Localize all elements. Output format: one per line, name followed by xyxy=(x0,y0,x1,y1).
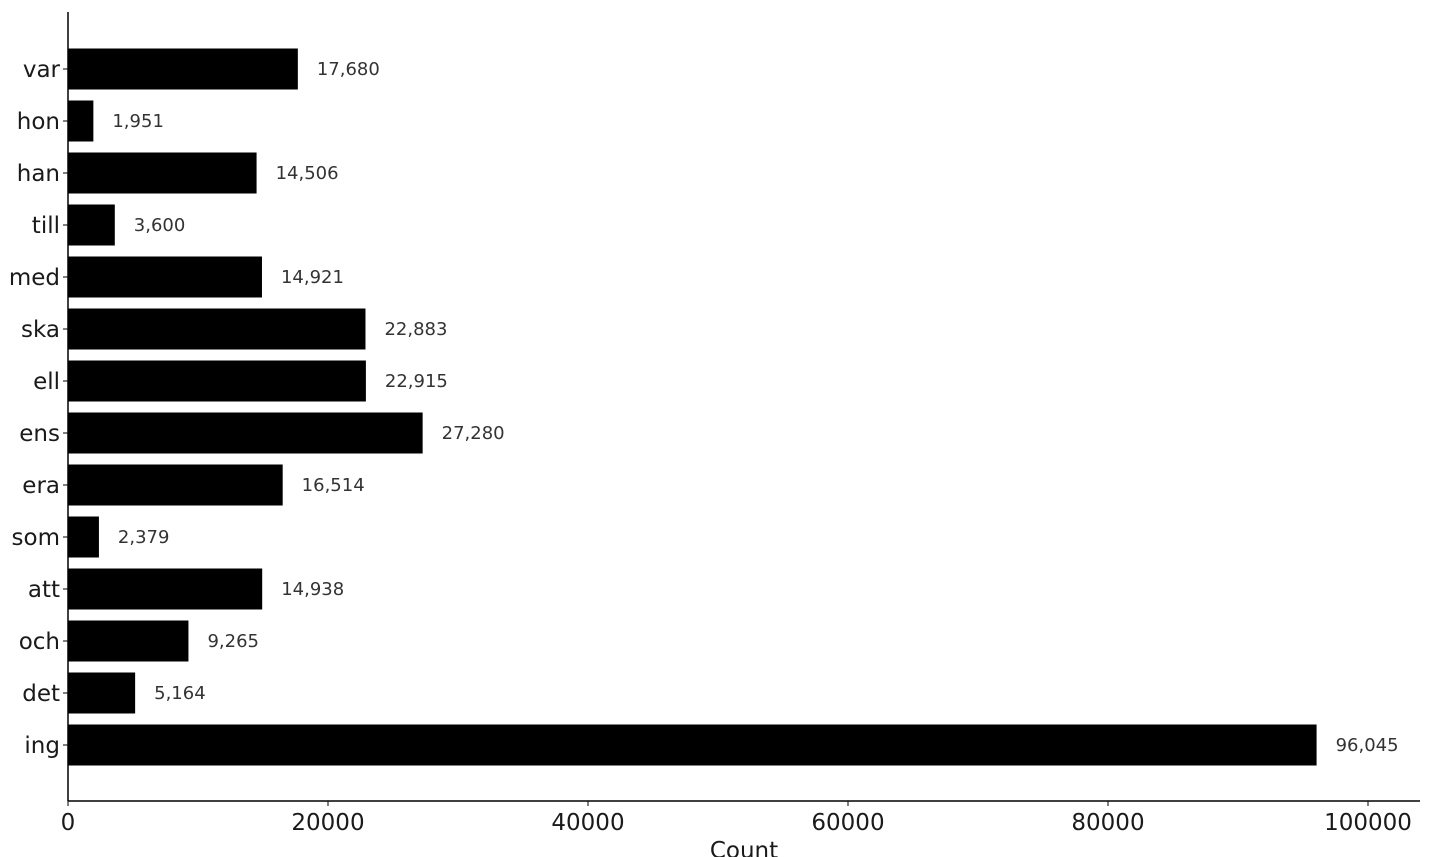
bars-group xyxy=(68,48,1317,766)
y-tick-label-med: med xyxy=(9,265,60,291)
bar-var xyxy=(68,48,298,90)
y-tick-label-och: och xyxy=(19,629,60,655)
y-tick-label-ing: ing xyxy=(24,733,60,759)
y-tick-label-ska: ska xyxy=(21,317,60,343)
bar-ska xyxy=(68,308,366,350)
x-tick-label: 40000 xyxy=(551,810,624,836)
bar-ing xyxy=(68,724,1317,766)
x-tick-label: 0 xyxy=(61,810,76,836)
value-label-ska: 22,883 xyxy=(384,319,447,340)
x-tick-label: 80000 xyxy=(1071,810,1144,836)
bar-med xyxy=(68,256,262,298)
x-tick-label: 60000 xyxy=(811,810,884,836)
value-label-var: 17,680 xyxy=(317,59,380,80)
y-tick-label-att: att xyxy=(28,577,60,603)
value-label-han: 14,506 xyxy=(276,163,339,184)
y-tick-label-ens: ens xyxy=(19,421,60,447)
bar-era xyxy=(68,464,283,506)
bar-det xyxy=(68,672,136,714)
y-tick-label-det: det xyxy=(22,681,60,707)
x-axis-title: Count xyxy=(710,838,778,857)
value-label-med: 14,921 xyxy=(281,267,344,288)
value-label-till: 3,600 xyxy=(134,215,186,236)
bar-till xyxy=(68,204,115,246)
y-tick-label-ell: ell xyxy=(33,369,60,395)
y-tick-label-var: var xyxy=(23,57,61,83)
bar-ell xyxy=(68,360,366,402)
x-axis: 0 20000 40000 60000 80000 100000 xyxy=(61,800,1420,836)
bar-och xyxy=(68,620,189,662)
y-tick-label-som: som xyxy=(12,525,60,551)
value-label-ing: 96,045 xyxy=(1336,735,1399,756)
value-label-och: 9,265 xyxy=(207,631,259,652)
bar-hon xyxy=(68,100,94,142)
value-labels-group: 17,680 1,951 14,506 3,600 14,921 22,883 22,915… xyxy=(112,59,1398,756)
y-axis: var hon han till med ska ell ens era som att och det… xyxy=(9,12,69,801)
y-tick-label-hon: hon xyxy=(17,109,60,135)
value-label-era: 16,514 xyxy=(302,475,365,496)
y-tick-label-era: era xyxy=(22,473,60,499)
bar-han xyxy=(68,152,257,194)
value-label-som: 2,379 xyxy=(118,527,170,548)
y-tick-label-till: till xyxy=(32,213,60,239)
value-label-det: 5,164 xyxy=(154,683,206,704)
value-label-hon: 1,951 xyxy=(112,111,164,132)
value-label-att: 14,938 xyxy=(281,579,344,600)
value-label-ell: 22,915 xyxy=(385,371,448,392)
x-tick-label: 100000 xyxy=(1324,810,1412,836)
bar-ens xyxy=(68,412,423,454)
bar-som xyxy=(68,516,99,558)
value-label-ens: 27,280 xyxy=(442,423,505,444)
y-tick-label-han: han xyxy=(17,161,60,187)
x-tick-label: 20000 xyxy=(291,810,364,836)
bar-att xyxy=(68,568,263,610)
